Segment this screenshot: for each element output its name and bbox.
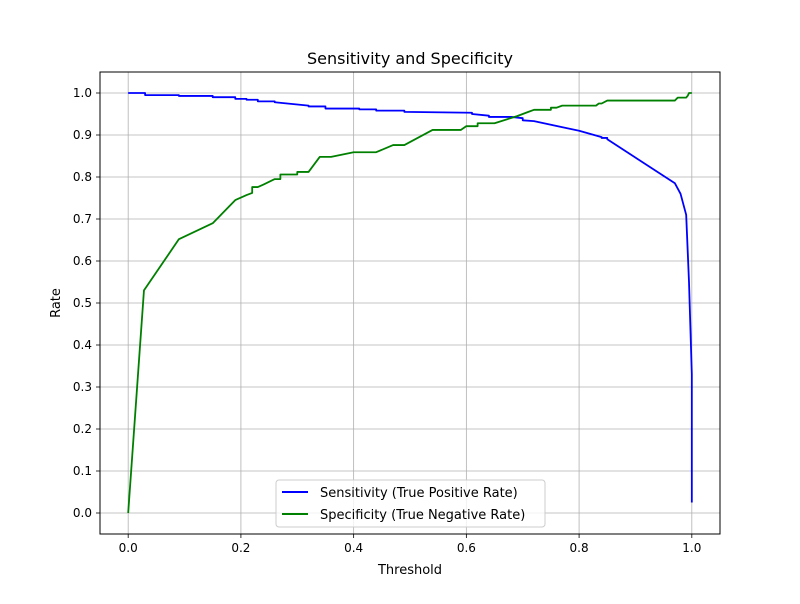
sensitivity-line [128,92,693,503]
legend-label-sensitivity: Sensitivity (True Positive Rate) [320,486,518,501]
legend-label-specificity: Specificity (True Negative Rate) [320,508,525,523]
y-tick-label: 0.6 [73,254,92,268]
chart-title: Sensitivity and Specificity [307,49,513,68]
series-lines [127,92,693,514]
y-tick-label: 0.5 [73,296,92,310]
x-tick-label: 0.6 [457,541,476,555]
legend-box [275,479,546,528]
legend: Sensitivity (True Positive Rate) Specifi… [275,479,546,528]
y-tick-label: 0.0 [73,506,92,520]
axis-ticks: 0.0 0.2 0.4 0.6 0.8 1.0 0.0 0.1 0.2 0.3 0.4 0.5 0.6 0… [73,86,701,555]
x-tick-label: 0.0 [119,541,138,555]
y-tick-label: 0.2 [73,422,92,436]
y-tick-label: 0.7 [73,212,92,226]
x-tick-label: 1.0 [682,541,701,555]
x-tick-label: 0.8 [570,541,589,555]
x-axis-label: Threshold [377,563,442,578]
x-tick-label: 0.2 [231,541,250,555]
y-tick-label: 0.3 [73,380,92,394]
y-tick-label: 0.8 [73,170,92,184]
y-tick-label: 0.4 [73,338,92,352]
y-tick-label: 0.9 [73,128,92,142]
grid-lines [100,72,720,534]
x-tick-label: 0.4 [344,541,363,555]
y-axis-label: Rate [49,288,64,318]
specificity-line [127,92,692,514]
y-tick-label: 1.0 [73,86,92,100]
y-tick-label: 0.1 [73,464,92,478]
